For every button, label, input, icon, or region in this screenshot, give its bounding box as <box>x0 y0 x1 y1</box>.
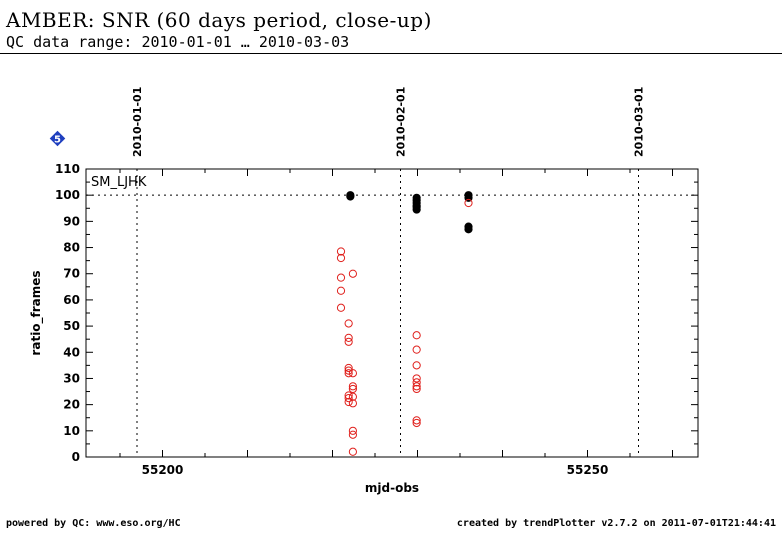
open-data-point <box>344 333 353 342</box>
open-data-point <box>344 337 353 346</box>
open-data-point <box>336 273 346 282</box>
y-tick-label: 40 <box>63 345 80 359</box>
open-data-point <box>412 378 421 387</box>
open-data-point <box>348 384 357 394</box>
open-data-point <box>348 269 357 278</box>
y-tick-label: 100 <box>55 188 80 202</box>
diamond-badge-icon: 5 <box>49 130 66 147</box>
y-tick-label: 80 <box>63 241 80 255</box>
y-tick-label: 0 <box>72 450 80 464</box>
y-tick-label: 50 <box>63 319 80 333</box>
open-data-point <box>344 369 353 378</box>
open-data-point <box>344 393 353 403</box>
open-data-point <box>464 198 473 208</box>
open-data-point <box>344 363 353 373</box>
y-tick-label: 30 <box>63 371 80 385</box>
open-data-point <box>412 418 421 428</box>
open-data-point <box>412 382 421 391</box>
header-divider <box>0 53 782 54</box>
open-data-point <box>412 345 421 354</box>
open-data-point <box>348 399 357 408</box>
open-data-point <box>348 382 357 391</box>
open-data-point <box>412 416 421 425</box>
y-axis-label: ratio_frames <box>29 270 44 355</box>
tick-layer: 0 10 20 30 40 50 60 70 80 90 100 110 55200 55250 <box>55 162 698 477</box>
open-data-point <box>344 397 353 407</box>
open-data-point <box>348 430 357 439</box>
y-tick-label: 90 <box>63 214 80 228</box>
x-tick-label: 55200 <box>142 463 184 477</box>
y-tick-label: 110 <box>55 162 80 176</box>
open-data-point <box>348 369 357 378</box>
panel-label: SM_LJHK <box>91 175 147 190</box>
plot-frame <box>85 168 699 458</box>
y-tick-label: 70 <box>63 267 80 281</box>
badge-diamond <box>49 130 66 147</box>
open-data-point <box>336 303 346 312</box>
open-data-point <box>336 247 346 256</box>
point-layer <box>336 191 473 456</box>
x-tick-label: 55250 <box>567 463 609 477</box>
y-tick-label: 60 <box>63 293 80 307</box>
open-data-point <box>412 374 421 383</box>
open-data-point <box>412 384 421 394</box>
y-tick-label: 20 <box>63 398 80 412</box>
open-data-point <box>412 361 421 370</box>
footer-created-by: created by trendPlotter v2.7.2 on 2011-0… <box>456 518 776 529</box>
open-data-point <box>344 366 353 375</box>
open-data-point <box>412 331 421 340</box>
date-marker-label: 2010-02-01 <box>395 87 408 157</box>
open-data-point <box>336 286 346 295</box>
open-data-point <box>348 447 357 456</box>
y-tick-label: 10 <box>63 424 80 438</box>
page-subtitle: QC data range: 2010-01-01 … 2010-03-03 <box>6 33 350 51</box>
open-data-point <box>344 391 353 400</box>
date-marker-layer: 2010-01-01 2010-02-01 2010-03-01 <box>131 87 646 457</box>
footer-powered-by: powered by QC: www.eso.org/HC <box>6 518 181 529</box>
date-marker-label: 2010-01-01 <box>131 87 144 157</box>
date-marker-label: 2010-03-01 <box>633 87 646 157</box>
x-axis-label: mjd-obs <box>365 481 419 495</box>
open-data-point <box>344 319 353 328</box>
badge-label: 5 <box>54 135 61 146</box>
filled-data-point <box>412 205 421 214</box>
open-data-point <box>348 392 357 401</box>
filled-data-point <box>464 225 473 234</box>
filled-data-point <box>346 191 355 200</box>
open-data-point <box>348 426 357 435</box>
open-data-point <box>336 253 346 263</box>
page-title: AMBER: SNR (60 days period, close-up) <box>6 8 432 32</box>
